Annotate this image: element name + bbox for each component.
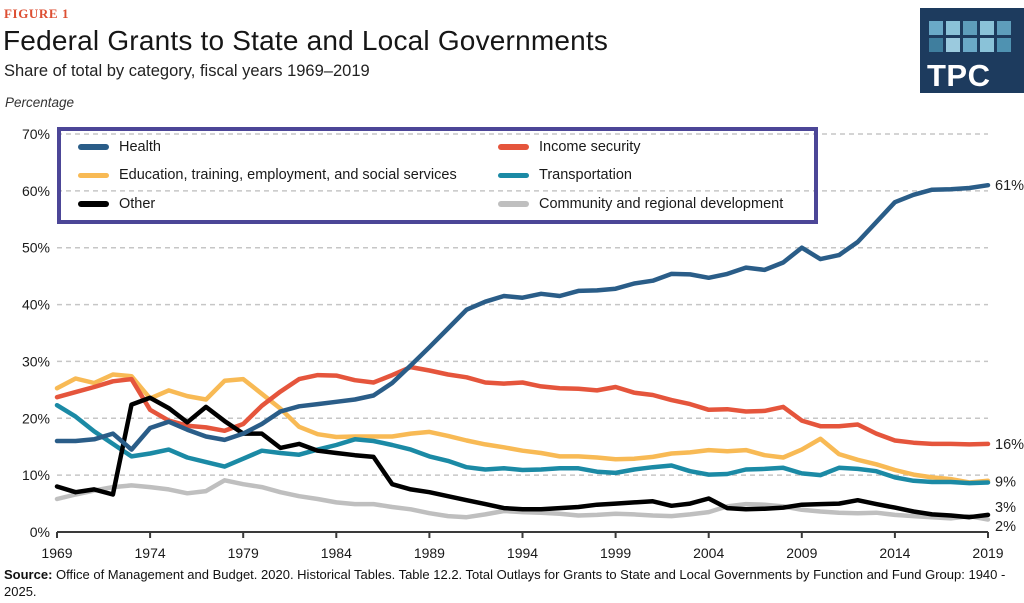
y-tick-label: 10% [22, 467, 50, 483]
tpc-logo-square-icon [997, 21, 1011, 35]
tpc-logo: TPC [920, 8, 1024, 93]
legend-item-health: Health [78, 139, 498, 155]
series-line-health [54, 182, 991, 452]
series-line-community-and-regional-development [54, 478, 991, 522]
series-end-label: 2% [995, 519, 1016, 535]
legend-label: Community and regional development [539, 195, 784, 212]
tpc-logo-text: TPC [927, 58, 991, 93]
x-tick-label: 2009 [786, 545, 817, 561]
x-tick-label: 2019 [972, 545, 1003, 561]
series-end-label: 9% [995, 474, 1016, 490]
source-text: Office of Management and Budget. 2020. H… [4, 567, 1006, 599]
x-tick-label: 1984 [321, 545, 352, 561]
tpc-logo-square-icon [929, 21, 943, 35]
legend-label: Other [119, 195, 156, 212]
x-tick-label: 2014 [879, 545, 910, 561]
series-line-other [54, 395, 991, 520]
tpc-logo-square-icon [929, 38, 943, 52]
legend-item-other: Other [78, 196, 498, 212]
legend-item-income-security: Income security [498, 139, 814, 155]
community-swatch-icon [498, 201, 529, 207]
series-end-label: 3% [995, 500, 1016, 516]
page-title: Federal Grants to State and Local Govern… [3, 25, 609, 56]
y-tick-label: 50% [22, 240, 50, 256]
legend-label: Education, training, employment, and soc… [119, 167, 457, 184]
tpc-logo-square-icon [997, 38, 1011, 52]
tpc-logo-squares-icon [929, 21, 1019, 52]
series-end-label: 61% [995, 178, 1024, 194]
x-tick-label: 1974 [135, 545, 166, 561]
x-tick-label: 2004 [693, 545, 724, 561]
x-tick-label: 1969 [41, 545, 72, 561]
x-tick-label: 1994 [507, 545, 538, 561]
page-subtitle: Share of total by category, fiscal years… [4, 62, 370, 80]
y-axis-unit-label: Percentage [5, 95, 75, 110]
tpc-logo-square-icon [980, 21, 994, 35]
x-tick-label: 1999 [600, 545, 631, 561]
income-security-swatch-icon [498, 144, 529, 150]
legend-item-transportation: Transportation [498, 167, 814, 183]
x-tick-label: 1979 [228, 545, 259, 561]
other-swatch-icon [78, 201, 109, 207]
x-tick-label: 1989 [414, 545, 445, 561]
y-tick-label: 20% [22, 410, 50, 426]
tpc-logo-square-icon [946, 21, 960, 35]
legend-label: Income security [539, 139, 641, 156]
series-end-label: 16% [995, 437, 1024, 453]
education-swatch-icon [78, 172, 109, 179]
figure-label: FIGURE 1 [4, 6, 70, 21]
series-line-transportation [54, 402, 991, 486]
legend-label: Transportation [539, 167, 632, 184]
y-tick-label: 40% [22, 297, 50, 313]
legend-item-education: Education, training, employment, and soc… [78, 167, 498, 183]
transportation-swatch-icon [498, 172, 529, 179]
y-tick-label: 70% [22, 126, 50, 142]
tpc-logo-square-icon [980, 38, 994, 52]
y-tick-label: 60% [22, 183, 50, 199]
y-tick-label: 30% [22, 353, 50, 369]
legend-label: Health [119, 139, 161, 156]
tpc-logo-square-icon [963, 38, 977, 52]
legend: Health Income security Education, traini… [57, 127, 818, 224]
source-label: Source: [4, 567, 53, 582]
tpc-logo-square-icon [946, 38, 960, 52]
tpc-logo-square-icon [963, 21, 977, 35]
source-note: Source: Office of Management and Budget.… [4, 567, 1018, 601]
health-swatch-icon [78, 144, 109, 150]
series-line-education [54, 372, 991, 485]
legend-item-community: Community and regional development [498, 196, 814, 212]
y-tick-label: 0% [30, 524, 50, 540]
series-line-income-security [54, 364, 991, 447]
